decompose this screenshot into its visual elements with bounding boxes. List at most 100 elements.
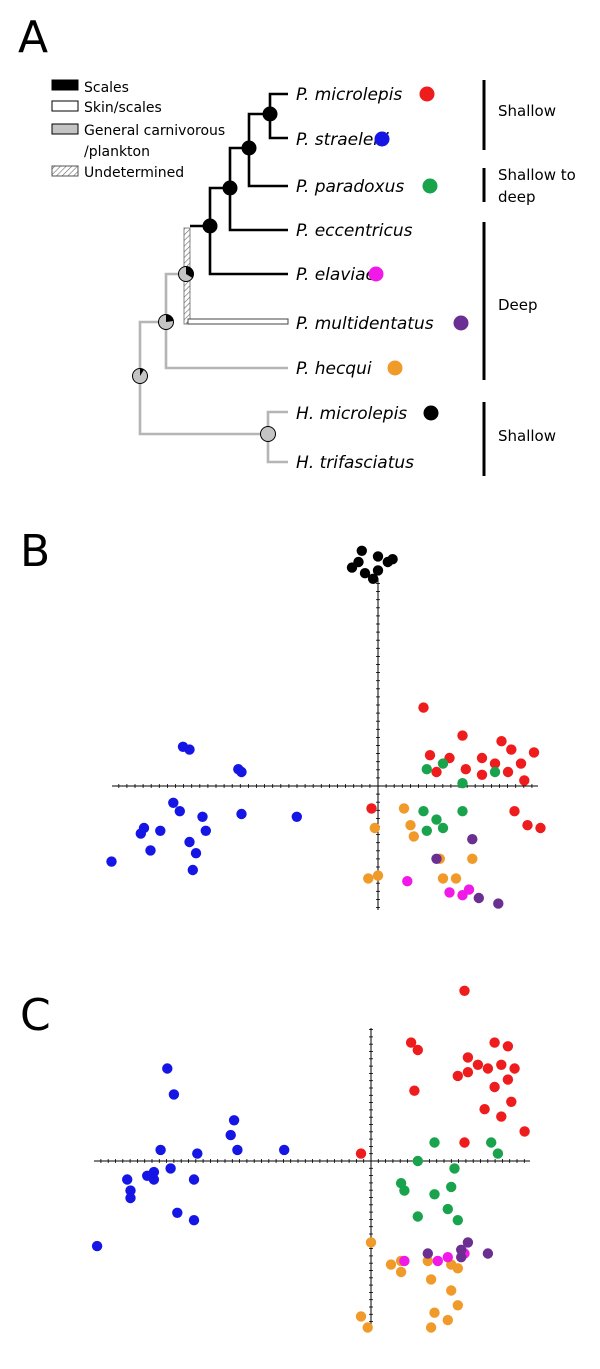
scatter-point [91,1240,103,1252]
legend-label-undetermined: Undetermined [84,165,184,181]
scatter-point [482,1063,494,1074]
scatter-point [463,884,475,895]
scatter-point [489,758,501,769]
scatter-point [425,1322,437,1333]
scatter-point [162,1063,173,1074]
taxon-label-p-elaviae: P. elaviae [296,265,376,285]
tree-node-pie [158,314,174,330]
taxon-label-p-multidentatus: P. multidentatus [296,314,434,334]
scatter-point [459,985,470,996]
tree-node [241,140,257,156]
scatter-point [424,750,436,761]
scatter-point [387,554,398,565]
scatter-point [482,1248,494,1259]
scatter-point [429,1189,440,1200]
scatter-point [148,1174,160,1185]
tree-node-pie [178,266,194,282]
scatter-point [421,825,432,836]
scatter-point [385,1259,397,1270]
scatter-point [446,1285,457,1296]
scatter-point [452,1215,463,1226]
color-key-p-straeleni [374,131,390,147]
taxon-label-p-straeleni: P. straeleni [296,130,389,150]
scatter-point [184,836,195,848]
scatter-point [496,736,507,747]
scatter-point [450,873,462,884]
depth-label-deep-line2: deep [498,188,536,206]
scatter-point [437,822,449,834]
scatter-point [452,1263,463,1274]
scatter-point [399,1255,410,1267]
scatter-point [462,1237,474,1248]
scatter-point [476,769,488,780]
scatter-point [462,1067,474,1078]
scatter-point [437,758,449,769]
tree-node-pie [132,368,148,384]
depth-label-deep: Deep [498,296,538,314]
color-key-p-microlepis [419,86,435,102]
scatter-point [429,1137,440,1148]
scatter-point [446,1181,457,1193]
taxon-label-p-hecqui: P. hecqui [296,359,372,379]
scatter-point [372,870,384,881]
taxon-label-h-microlepis: H. microlepis [296,404,407,424]
color-key-p-elaviae [368,266,384,282]
scatter-point [452,1300,463,1311]
scatter-point [437,873,449,884]
scatter-point [402,876,413,887]
scatter-point [412,1044,423,1056]
scatter-point [398,803,410,814]
legend-swatch-undetermined [51,165,79,177]
scatter-point [509,806,520,817]
scatter-point [442,1203,453,1215]
legend-label-carnivorous: General carnivorous [84,123,225,139]
scatter-point [442,1252,453,1263]
scatter-point [408,831,419,842]
scatter-point [369,822,380,834]
scatter-point [356,545,367,556]
scatter-point [431,853,442,864]
scatter-point [472,1059,484,1071]
scatter-point [429,1307,440,1318]
scatter-point [165,1163,176,1174]
scatter-point [106,856,117,867]
scatter-point [422,1255,433,1267]
color-key-p-multidentatus [453,315,469,331]
scatter-point [467,834,478,845]
scatter-point [174,806,185,817]
taxon-labels: P. microlepis P. straeleni P. paradoxus … [296,85,434,473]
scatter-point [366,803,377,814]
taxon-color-keys [368,86,469,421]
scatter-point [168,797,179,808]
scatter-point [279,1144,290,1156]
scatter-point [135,828,146,839]
depth-label-shallow-outgroup: Shallow [498,427,556,445]
scatter-point [528,747,540,758]
depth-label-shallow-to-deep: Shallow to [498,166,576,184]
legend-swatch-scales [51,79,79,91]
scatter-point [462,1052,474,1063]
scatter-point [188,1174,200,1185]
scatter-point [515,758,527,769]
scatter-plot-c [91,985,530,1333]
scatter-point [188,1215,200,1226]
scatter-point [489,1037,500,1048]
scatter-point [405,820,416,831]
scatter-point [192,1148,203,1159]
scatter-point [489,766,501,778]
scatter-point [422,1248,433,1259]
depth-label-shallow: Shallow [498,102,556,120]
color-key-p-hecqui [387,360,403,376]
scatter-point [412,1211,423,1222]
scatter-point [519,1126,530,1137]
scatter-point [535,822,546,834]
scatter-point [457,778,468,789]
scatter-point [432,1255,443,1267]
scatter-point [418,806,429,817]
scatter-point [489,1081,500,1093]
scatter-point [431,766,442,778]
scatter-point [365,1237,377,1248]
tree-node [262,106,278,122]
scatter-point [444,887,455,898]
scatter-point [502,1074,514,1085]
